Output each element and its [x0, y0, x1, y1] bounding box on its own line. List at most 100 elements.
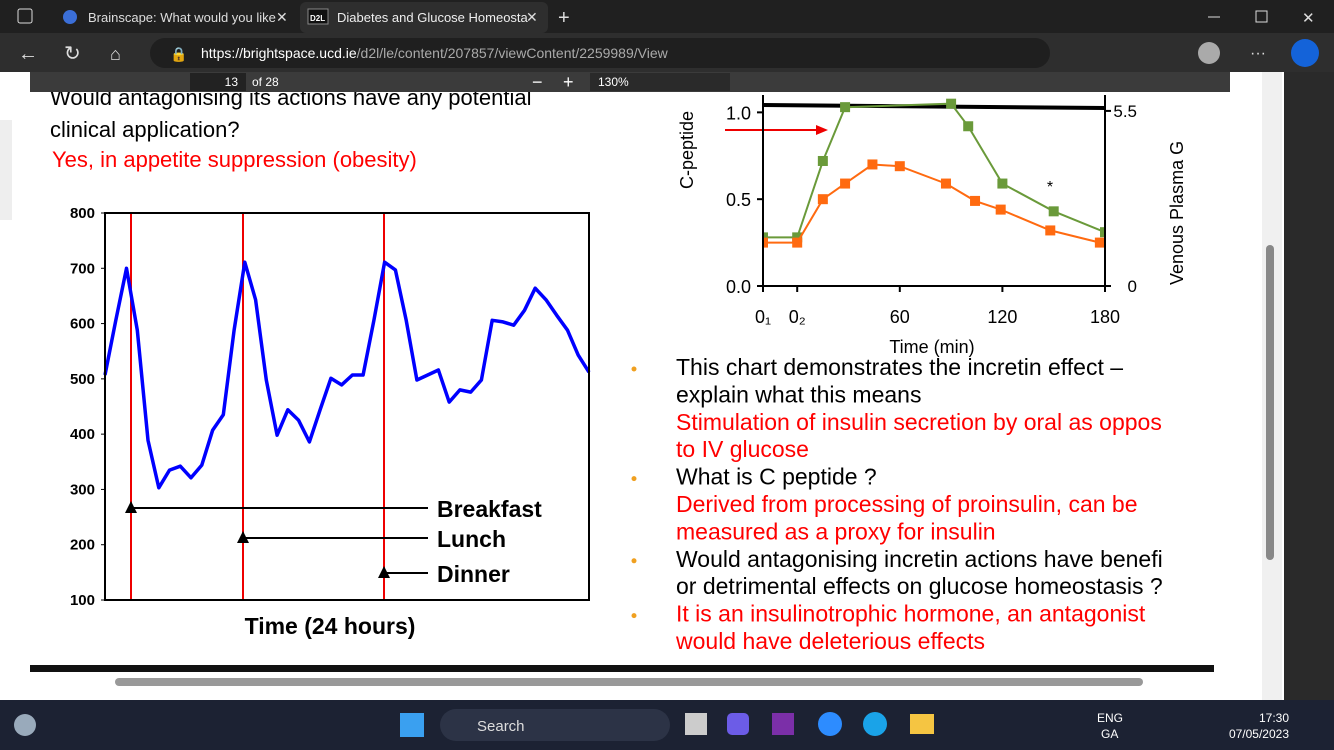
- bullet-text: This chart demonstrates the incretin eff…: [676, 354, 1123, 380]
- url: https://brightspace.ucd.ie/d2l/le/conten…: [201, 45, 669, 61]
- side-panel-toggle[interactable]: [0, 120, 12, 220]
- zoom-level: 130%: [598, 75, 629, 89]
- zoom-out[interactable]: −: [532, 72, 543, 92]
- series-point: [792, 237, 803, 248]
- app[interactable]: [727, 713, 749, 735]
- y2-tick-label: 5.5: [1113, 102, 1137, 121]
- series-point: [963, 121, 974, 132]
- reference-line: [763, 103, 1105, 110]
- x-axis-label: Time (min): [889, 337, 974, 357]
- x-tick-label: 60: [890, 307, 910, 327]
- bullet: [631, 366, 637, 372]
- bullet-text: would have deleterious effects: [675, 628, 985, 654]
- h-scroll-thumb[interactable]: [115, 678, 1143, 686]
- y2-axis-label: Venous Plasma G: [1167, 141, 1187, 285]
- plot-frame: [104, 212, 590, 601]
- series-point: [970, 195, 981, 206]
- bullet-text: to IV glucose: [676, 436, 809, 462]
- app[interactable]: [863, 712, 887, 736]
- x-axis-label: Time (24 hours): [245, 613, 416, 639]
- close-tab[interactable]: ✕: [526, 9, 538, 25]
- new-tab[interactable]: +: [558, 7, 570, 29]
- sidebar: [1284, 72, 1334, 700]
- tab-active[interactable]: [300, 2, 548, 33]
- search-label: Search: [477, 718, 525, 735]
- series-point: [763, 232, 768, 243]
- x-tick-label: 120: [987, 307, 1017, 327]
- page-count: of 28: [252, 75, 279, 89]
- series-point: [1045, 225, 1056, 236]
- y-tick-label: 800: [70, 205, 95, 222]
- close-window[interactable]: ✕: [1302, 10, 1315, 27]
- y-tick-label: 0.5: [726, 190, 751, 210]
- back[interactable]: ←: [18, 43, 38, 65]
- x-tick-label: 0₁: [755, 307, 771, 327]
- arrow-head: [816, 125, 828, 135]
- tab-favicon: [63, 10, 77, 24]
- y-tick-label: 300: [70, 481, 95, 498]
- bullet-text: explain what this means: [676, 381, 921, 407]
- y-tick-label: 0.0: [726, 277, 751, 297]
- bullet: [631, 613, 637, 619]
- scroll-thumb[interactable]: [1266, 245, 1274, 560]
- profile[interactable]: [1198, 42, 1220, 64]
- tab-actions[interactable]: [17, 8, 33, 24]
- refresh[interactable]: ↻: [64, 43, 81, 65]
- tab-title: Diabetes and Glucose Homeosta: [337, 10, 529, 25]
- annotation: Dinner: [437, 561, 510, 587]
- clock-time: 17:30: [1259, 711, 1289, 725]
- y2-tick-label: 0: [1128, 277, 1137, 296]
- y-tick-label: 600: [70, 316, 95, 333]
- bullet-text: or detrimental effects on glucose homeos…: [676, 573, 1163, 599]
- url-path: /d2l/le/content/207857/viewContent/22599…: [357, 45, 669, 61]
- widgets[interactable]: [14, 714, 36, 736]
- annotation-marker: [378, 566, 390, 578]
- bullet-text: Stimulation of insulin secretion by oral…: [676, 409, 1162, 435]
- y-tick-label: 700: [70, 260, 95, 277]
- app[interactable]: [685, 713, 707, 735]
- more[interactable]: ···: [1250, 45, 1266, 62]
- glucose-line: [103, 260, 591, 490]
- slide-text: Would antagonising its actions have any …: [50, 85, 531, 110]
- close-tab[interactable]: ✕: [276, 9, 288, 25]
- app[interactable]: [910, 714, 934, 734]
- tab[interactable]: [50, 2, 298, 33]
- page-input[interactable]: [190, 73, 246, 91]
- lang: ENG: [1097, 711, 1123, 725]
- start[interactable]: [400, 713, 424, 737]
- copilot[interactable]: [1291, 39, 1319, 67]
- series-point: [867, 159, 878, 170]
- series-point: [1100, 227, 1105, 238]
- bullet: [631, 558, 637, 564]
- slide-border: [30, 665, 1214, 672]
- series-point: [1048, 206, 1059, 217]
- series-point: [840, 102, 851, 113]
- y-tick-label: 1.0: [726, 103, 751, 123]
- series-point: [763, 237, 768, 248]
- home[interactable]: ⌂: [110, 44, 121, 64]
- tab-title: Brainscape: What would you like: [88, 10, 276, 25]
- restore[interactable]: [1255, 10, 1268, 23]
- y-tick-label: 200: [70, 537, 95, 554]
- series-point: [946, 98, 957, 109]
- zoom-in[interactable]: +: [563, 72, 574, 92]
- app[interactable]: [772, 713, 794, 735]
- lang: GA: [1101, 727, 1118, 741]
- tab-favicon-text: D2L: [310, 14, 325, 23]
- x-tick-label: 180: [1090, 307, 1120, 327]
- content: [0, 72, 1284, 700]
- clock-date: 07/05/2023: [1229, 727, 1289, 741]
- series-point: [940, 178, 951, 189]
- address-bar[interactable]: [150, 38, 1050, 68]
- search-box[interactable]: [440, 709, 670, 741]
- app[interactable]: [818, 712, 842, 736]
- bullet-text: It is an insulinotrophic hormone, an ant…: [676, 601, 1146, 627]
- y-tick-label: 400: [70, 426, 95, 443]
- series-point: [995, 204, 1006, 215]
- series-point: [997, 178, 1008, 189]
- zoom-select[interactable]: [590, 73, 730, 91]
- bullet-text: Derived from processing of proinsulin, c…: [676, 491, 1138, 517]
- bullet-text: measured as a proxy for insulin: [676, 518, 996, 544]
- bullet-text: Would antagonising incretin actions have…: [676, 546, 1163, 572]
- tab-favicon: [307, 8, 329, 25]
